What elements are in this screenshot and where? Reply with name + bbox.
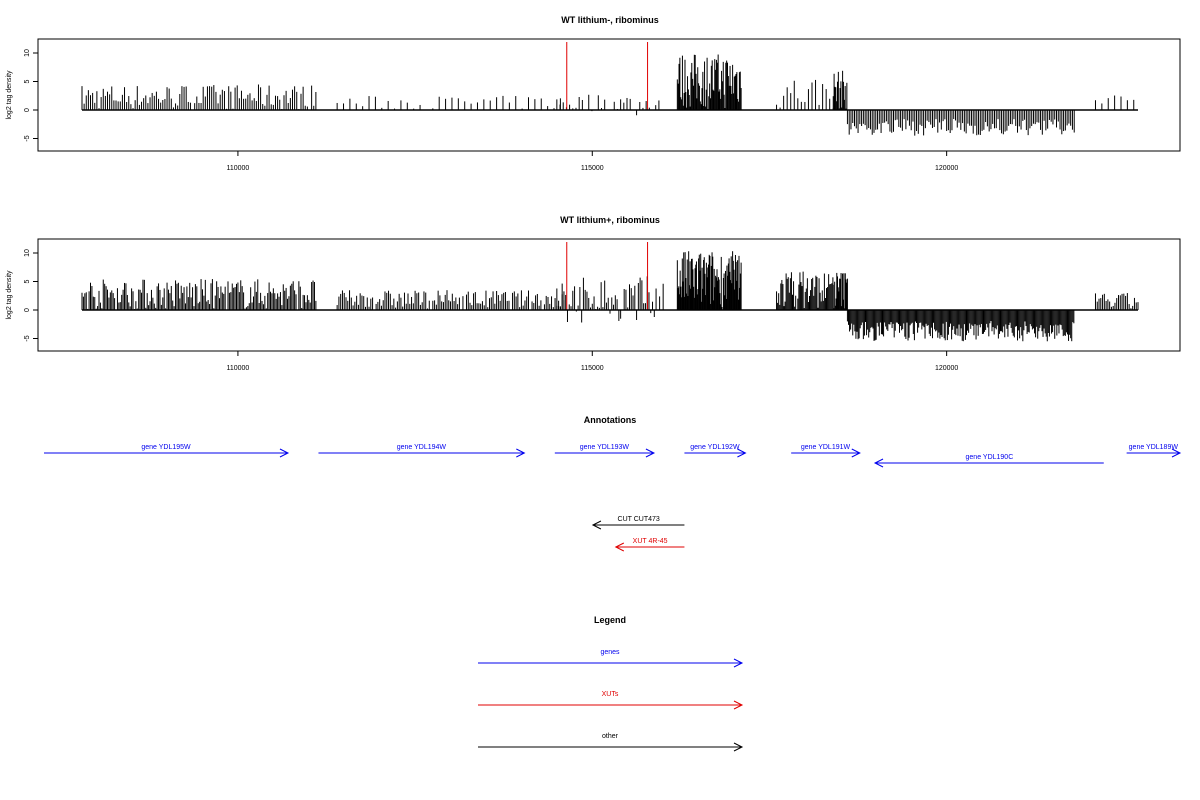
y-tick-label: 0 [24, 308, 31, 312]
feature-label: gene YDL195W [141, 444, 191, 451]
red-markers [566, 42, 649, 110]
y-tick-label: 5 [24, 79, 31, 83]
annotations-track: Annotations gene YDL195W gene YDL194W gene… [44, 415, 1182, 552]
x-tick-label: 120000 [935, 165, 958, 172]
arrow-head [873, 458, 884, 468]
feature-arrows: gene YDL195W gene YDL194W gene YDL193W gene… [44, 444, 1182, 552]
y-axis: -5 0 5 10 [24, 249, 39, 342]
feature-gene-ydl192w: gene YDL192W [684, 444, 747, 458]
feature-gene-ydl193w: gene YDL193W [554, 444, 656, 458]
feature-gene-ydl191w: gene YDL191W [791, 444, 861, 458]
y-tick-label: 5 [24, 279, 31, 283]
arrow-head [733, 742, 744, 752]
arrow-head [1171, 448, 1182, 458]
panel-title: WT lithium-, ribominus [561, 15, 659, 25]
panel-wt-lithium-minus: WT lithium-, ribominus log2 tag density … [6, 15, 1181, 172]
y-axis-label: log2 tag density [6, 70, 13, 120]
y-axis: -5 0 5 10 [24, 49, 39, 142]
annotations-title: Annotations [584, 415, 637, 425]
feature-label: gene YDL193W [580, 444, 630, 451]
x-tick-label: 110000 [226, 365, 249, 372]
y-tick-label: 10 [24, 249, 31, 257]
legend-item-xuts: XUTs [478, 691, 744, 710]
y-tick-label: 0 [24, 108, 31, 112]
feature-xut-4r-45: XUT 4R-45 [614, 538, 685, 552]
feature-label: gene YDL189W [1129, 444, 1179, 451]
feature-gene-ydl194w: gene YDL194W [318, 444, 526, 458]
y-tick-label: 10 [24, 49, 31, 57]
arrow-head [591, 520, 602, 530]
legend-label: other [602, 733, 619, 740]
panel-title: WT lithium+, ribominus [560, 215, 660, 225]
x-tick-label: 115000 [581, 365, 604, 372]
feature-label: XUT 4R-45 [633, 538, 668, 545]
legend-label: genes [600, 649, 620, 656]
x-tick-label: 115000 [581, 165, 604, 172]
feature-gene-ydl190c: gene YDL190C [873, 454, 1104, 468]
plot-frame [37, 238, 1181, 352]
x-axis: 110000 115000 120000 [226, 350, 958, 372]
arrow-head [645, 448, 656, 458]
arrow-head [614, 542, 625, 552]
arrow-head [851, 448, 861, 458]
feature-label: gene YDL194W [397, 444, 447, 451]
signal-bars [81, 251, 1139, 342]
arrow-head [279, 448, 290, 458]
legend-items: genes XUTs other [478, 649, 744, 752]
red-markers [566, 242, 649, 310]
feature-label: gene YDL190C [966, 454, 1014, 461]
feature-label: CUT CUT473 [618, 516, 660, 523]
y-tick-label: -5 [24, 335, 31, 341]
arrow-head [733, 658, 744, 668]
x-tick-label: 110000 [226, 165, 249, 172]
legend-item-genes: genes [478, 649, 744, 668]
legend-title: Legend [594, 615, 626, 625]
feature-label: gene YDL192W [690, 444, 740, 451]
y-axis-label: log2 tag density [6, 270, 13, 320]
legend-label: XUTs [602, 691, 619, 698]
x-tick-label: 120000 [935, 365, 958, 372]
panel-wt-lithium-plus: WT lithium+, ribominus log2 tag density … [6, 215, 1181, 372]
feature-gene-ydl195w: gene YDL195W [44, 444, 290, 458]
x-axis: 110000 115000 120000 [226, 150, 958, 172]
legend-item-other: other [478, 733, 744, 752]
y-tick-label: -5 [24, 135, 31, 141]
feature-label: gene YDL191W [801, 444, 851, 451]
legend: Legend genes XUTs other [478, 615, 744, 752]
arrow-head [737, 448, 747, 458]
feature-gene-ydl189w: gene YDL189W [1126, 444, 1182, 458]
arrow-head [516, 448, 526, 458]
signal-bars [81, 54, 1135, 136]
arrow-head [733, 700, 744, 710]
feature-cut-cut473: CUT CUT473 [591, 516, 685, 530]
